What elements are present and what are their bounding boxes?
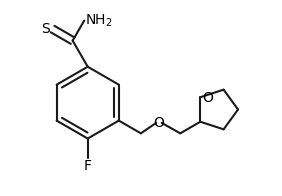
Text: S: S: [41, 22, 50, 36]
Text: O: O: [203, 91, 213, 105]
Text: O: O: [153, 116, 164, 130]
Text: F: F: [84, 159, 92, 173]
Text: NH$_2$: NH$_2$: [85, 12, 113, 29]
